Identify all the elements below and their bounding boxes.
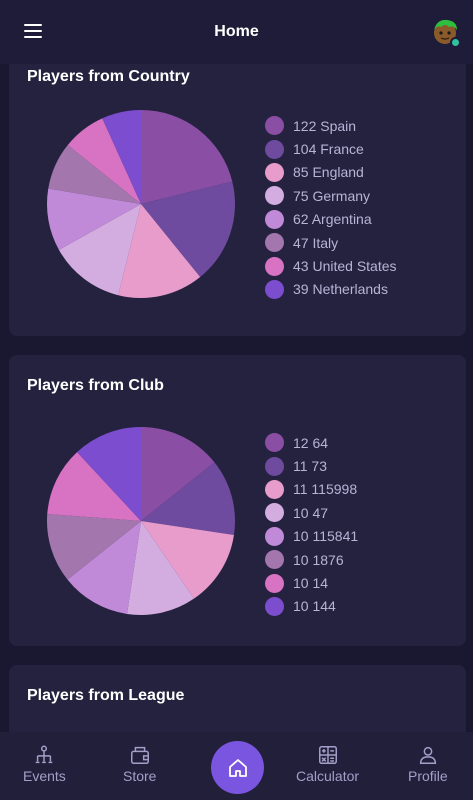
nav-home[interactable] <box>211 741 264 794</box>
events-icon <box>36 745 53 764</box>
nav-store[interactable]: Store <box>123 744 156 784</box>
pie-slice-argentina[interactable] <box>47 188 141 250</box>
nav-calculator[interactable]: Calculator <box>296 744 359 784</box>
pie-slice-england[interactable] <box>118 204 201 298</box>
legend-item: 75 Germany <box>265 184 397 207</box>
legend-swatch <box>265 456 284 476</box>
nav-events[interactable]: Events <box>23 744 66 784</box>
legend-swatch <box>265 279 284 299</box>
legend-item: 12 64 <box>265 431 358 454</box>
legend-swatch <box>265 186 284 206</box>
menu-icon[interactable] <box>24 24 42 40</box>
pie-slice-64[interactable] <box>141 427 215 521</box>
pie-slice-73[interactable] <box>141 462 235 536</box>
legend-item: 11 115998 <box>265 478 358 501</box>
pie-slice-115998[interactable] <box>141 521 234 599</box>
pie-slice-1876[interactable] <box>46 513 141 580</box>
nav-profile[interactable]: Profile <box>408 744 448 784</box>
card-title: Players from League <box>27 687 185 704</box>
legend-swatch <box>265 256 284 276</box>
legend-swatch <box>265 573 284 593</box>
legend-item: 10 47 <box>265 501 358 524</box>
country-card: Players from Country 122 Spain 104 Franc… <box>9 64 466 336</box>
club-legend: 12 64 11 73 11 115998 10 47 10 115841 10… <box>265 431 358 618</box>
pie-slice-united-states[interactable] <box>67 118 141 204</box>
pie-slice-115841[interactable] <box>67 521 141 614</box>
country-pie-chart <box>47 110 235 298</box>
league-card: Players from League <box>9 665 466 732</box>
club-card: Players from Club 12 64 11 73 11 115998 … <box>9 355 466 646</box>
legend-item: 43 United States <box>265 254 397 277</box>
home-icon <box>228 758 247 777</box>
legend-swatch <box>265 596 284 616</box>
card-title: Players from Club <box>27 377 164 394</box>
pie-slice-netherlands[interactable] <box>102 110 141 204</box>
legend-swatch <box>265 209 284 229</box>
pie-slice-germany[interactable] <box>58 204 141 296</box>
legend-swatch <box>265 116 284 136</box>
nav-profile-label: Profile <box>408 768 448 784</box>
pie-slice-47[interactable] <box>126 521 194 615</box>
legend-item: 10 144 <box>265 595 358 618</box>
legend-item: 10 1876 <box>265 548 358 571</box>
nav-calculator-label: Calculator <box>296 768 360 784</box>
legend-swatch <box>265 550 284 570</box>
legend-item: 122 Spain <box>265 114 397 137</box>
legend-item: 10 14 <box>265 571 358 594</box>
legend-swatch <box>265 233 284 253</box>
profile-icon <box>419 746 436 764</box>
legend-item: 10 115841 <box>265 525 358 548</box>
legend-item: 47 Italy <box>265 231 397 254</box>
pie-slice-italy[interactable] <box>48 145 141 204</box>
legend-swatch <box>265 479 284 499</box>
legend-swatch <box>265 139 284 159</box>
club-pie-chart <box>46 427 235 615</box>
legend-swatch <box>265 162 284 182</box>
legend-swatch <box>265 433 284 453</box>
legend-item: 11 73 <box>265 454 358 477</box>
bottom-navigation: Events Store Calculator <box>0 732 473 800</box>
pie-slice-france[interactable] <box>141 181 235 278</box>
legend-swatch <box>265 526 284 546</box>
country-legend: 122 Spain 104 France 85 England 75 Germa… <box>265 114 397 301</box>
card-title: Players from Country <box>27 68 190 85</box>
page-title: Home <box>214 23 259 40</box>
pie-slice-14[interactable] <box>47 452 141 521</box>
nav-events-label: Events <box>23 768 66 784</box>
legend-item: 85 England <box>265 161 397 184</box>
pie-slice-spain[interactable] <box>141 110 233 204</box>
legend-swatch <box>265 503 284 523</box>
nav-store-label: Store <box>123 768 157 784</box>
legend-item: 104 France <box>265 137 397 160</box>
store-icon <box>130 746 149 764</box>
app-header: Home <box>0 0 473 64</box>
online-status-dot <box>450 37 461 48</box>
calculator-icon <box>318 746 337 764</box>
avatar[interactable] <box>431 18 461 48</box>
legend-item: 62 Argentina <box>265 208 397 231</box>
legend-item: 39 Netherlands <box>265 278 397 301</box>
pie-slice-144[interactable] <box>77 427 141 521</box>
dashboard-content[interactable]: Players from Country 122 Spain 104 Franc… <box>0 64 473 732</box>
